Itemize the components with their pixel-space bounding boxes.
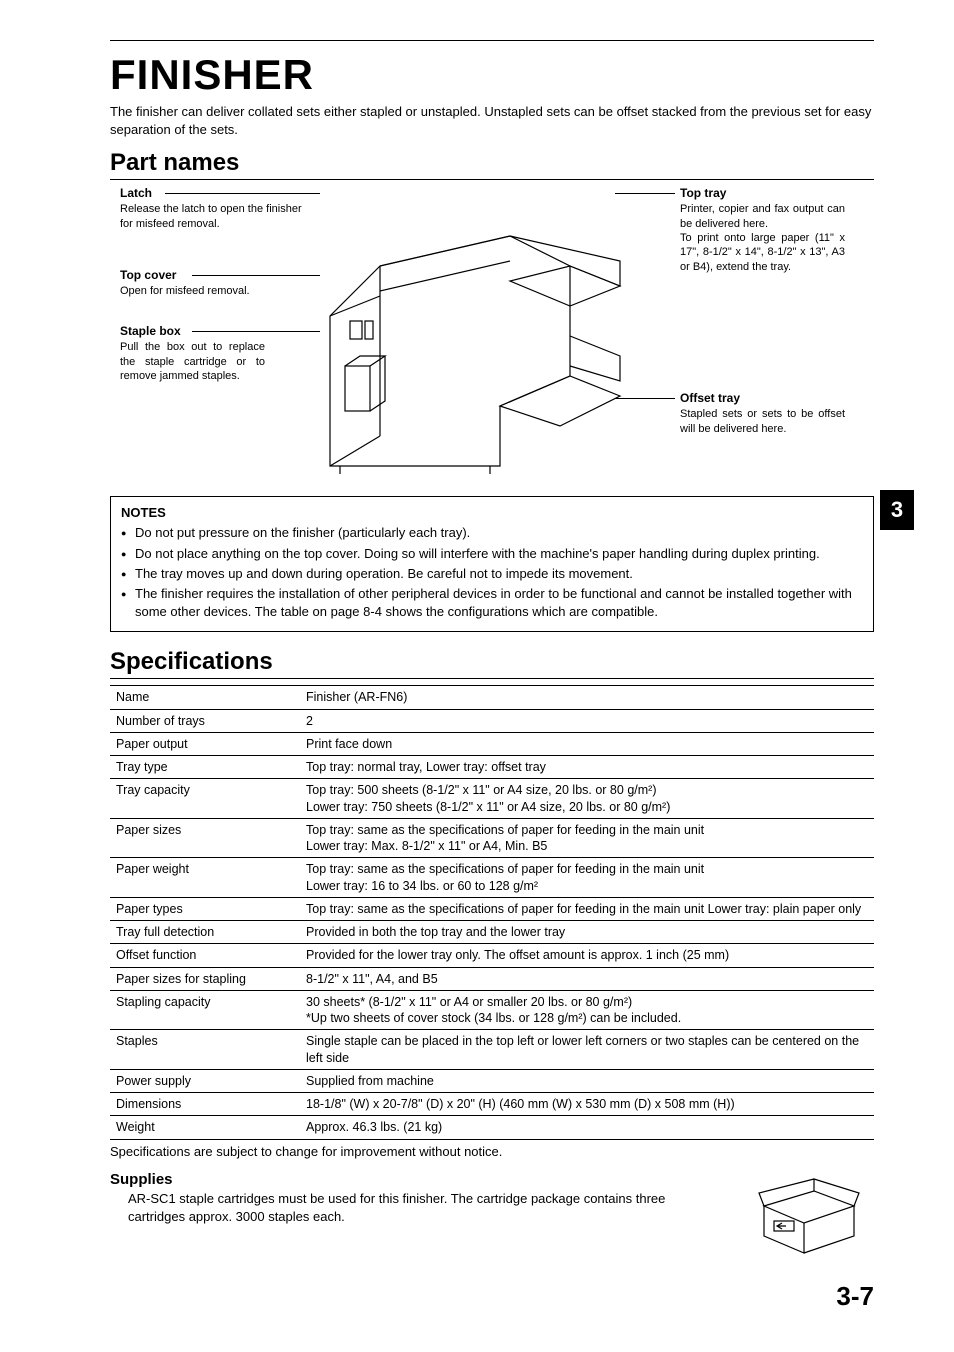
spec-label: Offset function <box>110 944 300 967</box>
label-offset-tray-title: Offset tray <box>680 391 845 405</box>
spec-label: Tray full detection <box>110 921 300 944</box>
note-item: The tray moves up and down during operat… <box>121 565 863 583</box>
spec-label: Tray type <box>110 756 300 779</box>
label-staple-box: Staple box Pull the box out to replace t… <box>120 324 265 383</box>
table-row: Tray typeTop tray: normal tray, Lower tr… <box>110 756 874 779</box>
table-row: Number of trays2 <box>110 709 874 732</box>
label-top-tray: Top tray Printer, copier and fax output … <box>680 186 845 273</box>
chapter-tab: 3 <box>880 490 914 530</box>
spec-label: Paper types <box>110 897 300 920</box>
spec-label: Tray capacity <box>110 779 300 819</box>
spec-value: Print face down <box>300 732 874 755</box>
spec-label: Name <box>110 686 300 709</box>
table-row: Tray capacityTop tray: 500 sheets (8-1/2… <box>110 779 874 819</box>
spec-label: Dimensions <box>110 1093 300 1116</box>
spec-label: Number of trays <box>110 709 300 732</box>
table-row: Paper typesTop tray: same as the specifi… <box>110 897 874 920</box>
spec-label: Weight <box>110 1116 300 1139</box>
spec-value: 18-1/8" (W) x 20-7/8" (D) x 20" (H) (460… <box>300 1093 874 1116</box>
spec-note: Specifications are subject to change for… <box>110 1144 874 1159</box>
label-staple-box-text: Pull the box out to replace the staple c… <box>120 340 265 383</box>
spec-value: Finisher (AR-FN6) <box>300 686 874 709</box>
finisher-diagram <box>310 206 630 476</box>
spec-label: Paper sizes for stapling <box>110 967 300 990</box>
table-row: WeightApprox. 46.3 lbs. (21 kg) <box>110 1116 874 1139</box>
spec-value: 8-1/2" x 11", A4, and B5 <box>300 967 874 990</box>
spec-label: Staples <box>110 1030 300 1070</box>
spec-value: Single staple can be placed in the top l… <box>300 1030 874 1070</box>
label-latch-text: Release the latch to open the finisher f… <box>120 202 305 231</box>
spec-value: 2 <box>300 709 874 732</box>
spec-value: Top tray: same as the specifications of … <box>300 818 874 858</box>
part-names-diagram: Latch Release the latch to open the fini… <box>110 186 874 486</box>
spec-value: Approx. 46.3 lbs. (21 kg) <box>300 1116 874 1139</box>
page-number: 3-7 <box>110 1281 874 1312</box>
label-offset-tray-text: Stapled sets or sets to be offset will b… <box>680 407 845 436</box>
notes-title: NOTES <box>121 505 863 520</box>
spec-value: Top tray: 500 sheets (8-1/2" x 11" or A4… <box>300 779 874 819</box>
table-row: Paper sizesTop tray: same as the specifi… <box>110 818 874 858</box>
table-row: Power supplySupplied from machine <box>110 1069 874 1092</box>
spec-table: NameFinisher (AR-FN6)Number of trays2Pap… <box>110 685 874 1139</box>
spec-value: Top tray: same as the specifications of … <box>300 897 874 920</box>
section-part-names: Part names <box>110 149 874 180</box>
spec-value: Supplied from machine <box>300 1069 874 1092</box>
label-top-tray-title: Top tray <box>680 186 845 200</box>
spec-value: Provided in both the top tray and the lo… <box>300 921 874 944</box>
spec-label: Stapling capacity <box>110 990 300 1030</box>
note-item: Do not put pressure on the finisher (par… <box>121 524 863 542</box>
page-title: FINISHER <box>110 51 874 99</box>
table-row: Paper outputPrint face down <box>110 732 874 755</box>
supplies-title: Supplies <box>110 1171 714 1188</box>
table-row: Paper sizes for stapling8-1/2" x 11", A4… <box>110 967 874 990</box>
label-top-cover: Top cover Open for misfeed removal. <box>120 268 265 298</box>
spec-label: Paper weight <box>110 858 300 898</box>
label-top-cover-text: Open for misfeed removal. <box>120 284 265 298</box>
table-row: Paper weightTop tray: same as the specif… <box>110 858 874 898</box>
spec-value: Top tray: same as the specifications of … <box>300 858 874 898</box>
spec-label: Power supply <box>110 1069 300 1092</box>
spec-value: 30 sheets* (8-1/2" x 11" or A4 or smalle… <box>300 990 874 1030</box>
intro-text: The finisher can deliver collated sets e… <box>110 103 874 139</box>
note-item: The finisher requires the installation o… <box>121 585 863 621</box>
spec-value: Top tray: normal tray, Lower tray: offse… <box>300 756 874 779</box>
spec-label: Paper output <box>110 732 300 755</box>
table-row: Dimensions18-1/8" (W) x 20-7/8" (D) x 20… <box>110 1093 874 1116</box>
table-row: NameFinisher (AR-FN6) <box>110 686 874 709</box>
notes-list: Do not put pressure on the finisher (par… <box>121 524 863 621</box>
section-specifications: Specifications <box>110 648 874 679</box>
table-row: Tray full detectionProvided in both the … <box>110 921 874 944</box>
supplies-text: AR-SC1 staple cartridges must be used fo… <box>110 1190 714 1226</box>
label-offset-tray: Offset tray Stapled sets or sets to be o… <box>680 391 845 436</box>
table-row: StaplesSingle staple can be placed in th… <box>110 1030 874 1070</box>
table-row: Offset functionProvided for the lower tr… <box>110 944 874 967</box>
label-top-tray-text: Printer, copier and fax output can be de… <box>680 202 845 273</box>
note-item: Do not place anything on the top cover. … <box>121 545 863 563</box>
cartridge-box-illustration <box>734 1171 874 1261</box>
spec-value: Provided for the lower tray only. The of… <box>300 944 874 967</box>
table-row: Stapling capacity30 sheets* (8-1/2" x 11… <box>110 990 874 1030</box>
spec-label: Paper sizes <box>110 818 300 858</box>
notes-box: NOTES Do not put pressure on the finishe… <box>110 496 874 632</box>
